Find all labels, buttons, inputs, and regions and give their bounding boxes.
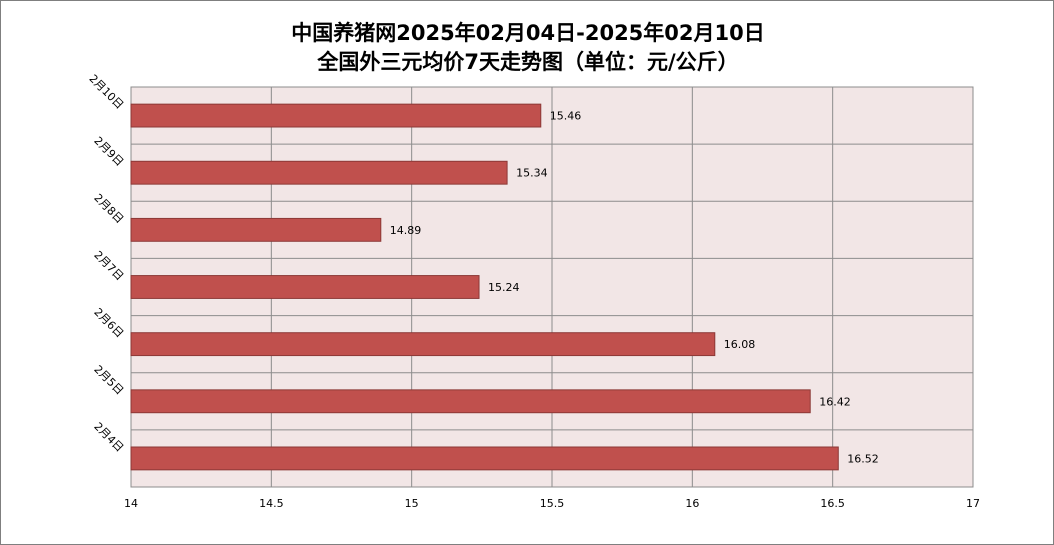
data-label: 15.24	[488, 281, 520, 294]
x-tick-label: 17	[966, 497, 980, 510]
category-label: 2月8日	[91, 191, 126, 226]
chart-title: 中国养猪网2025年02月04日-2025年02月10日 全国外三元均价7天走势…	[1, 19, 1054, 77]
data-labels: 15.46 15.34 14.89 15.24 16.08 16.42 16.52	[390, 110, 879, 466]
bar-2	[130, 160, 508, 185]
bar-3	[130, 217, 382, 242]
x-tick-label: 15	[405, 497, 419, 510]
category-label: 2月10日	[86, 72, 126, 112]
bar-4	[130, 275, 480, 299]
data-label: 16.42	[819, 395, 851, 408]
category-label: 2月4日	[91, 420, 126, 455]
y-axis-categories: 2月10日 2月9日 2月8日 2月7日 2月6日 2月5日 2月4日	[86, 72, 126, 454]
x-tick-label: 14.5	[259, 497, 284, 510]
x-axis-ticks: 14 14.5 15 15.5 16 16.5 17	[124, 497, 980, 510]
x-tick-label: 16	[685, 497, 699, 510]
bars	[130, 103, 839, 471]
bar-7	[130, 446, 839, 471]
category-label: 2月5日	[91, 363, 126, 398]
data-label: 15.46	[550, 110, 582, 123]
bar-1	[130, 103, 542, 128]
category-label: 2月6日	[91, 306, 126, 341]
x-tick-label: 14	[124, 497, 138, 510]
category-label: 2月7日	[91, 248, 126, 283]
data-label: 14.89	[390, 224, 422, 237]
category-label: 2月9日	[91, 134, 126, 169]
data-label: 15.34	[516, 167, 548, 180]
bar-6	[130, 389, 811, 414]
data-label: 16.52	[847, 452, 879, 465]
bar-5	[130, 332, 716, 357]
chart-title-line-2: 全国外三元均价7天走势图（单位：元/公斤）	[317, 50, 739, 74]
grid-lines	[130, 87, 974, 487]
x-tick-label: 16.5	[820, 497, 845, 510]
chart-title-line-1: 中国养猪网2025年02月04日-2025年02月10日	[291, 21, 765, 45]
x-tick-label: 15.5	[540, 497, 565, 510]
data-label: 16.08	[724, 338, 756, 351]
